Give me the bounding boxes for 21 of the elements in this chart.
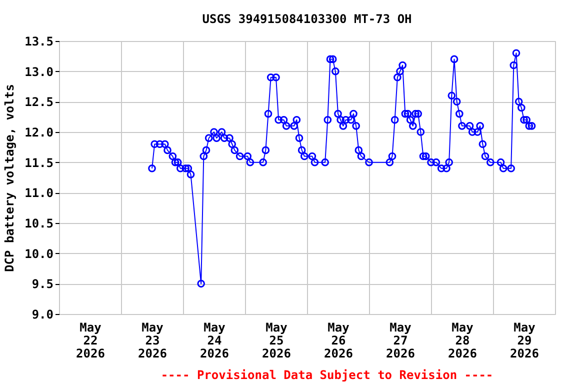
y-tick-label: 12.0 xyxy=(24,126,54,140)
y-tick-label: 10.5 xyxy=(24,216,54,230)
y-tick-label: 13.5 xyxy=(24,34,54,48)
x-tick-label: May 22 2026 xyxy=(76,320,105,360)
x-tick-label: May 25 2026 xyxy=(262,320,291,360)
x-tick-label: May 29 2026 xyxy=(510,320,539,360)
y-tick-label: 9.5 xyxy=(32,277,54,292)
text: ---- Provisional Data Subject to Revision ---- xyxy=(160,368,494,382)
y-axis-title: DCP battery voltage, volts xyxy=(2,84,17,272)
x-tick-label: May 23 2026 xyxy=(138,320,167,360)
y-tick-label: 12.5 xyxy=(24,95,54,110)
y-tick-label: 9.0 xyxy=(32,308,54,322)
y-tick-label: 11.5 xyxy=(24,156,54,170)
y-tick-label: 13.0 xyxy=(24,64,54,79)
x-tick-label: May 28 2026 xyxy=(448,320,477,360)
chart-title: USGS 394915084103300 MT-73 OH xyxy=(202,12,412,26)
x-tick-label: May 26 2026 xyxy=(324,320,353,360)
y-tick-label: 11.0 xyxy=(24,186,54,200)
y-tick-label: 10.0 xyxy=(24,246,54,261)
x-tick-label: May 24 2026 xyxy=(200,320,229,360)
x-tick-label: May 27 2026 xyxy=(386,320,415,360)
